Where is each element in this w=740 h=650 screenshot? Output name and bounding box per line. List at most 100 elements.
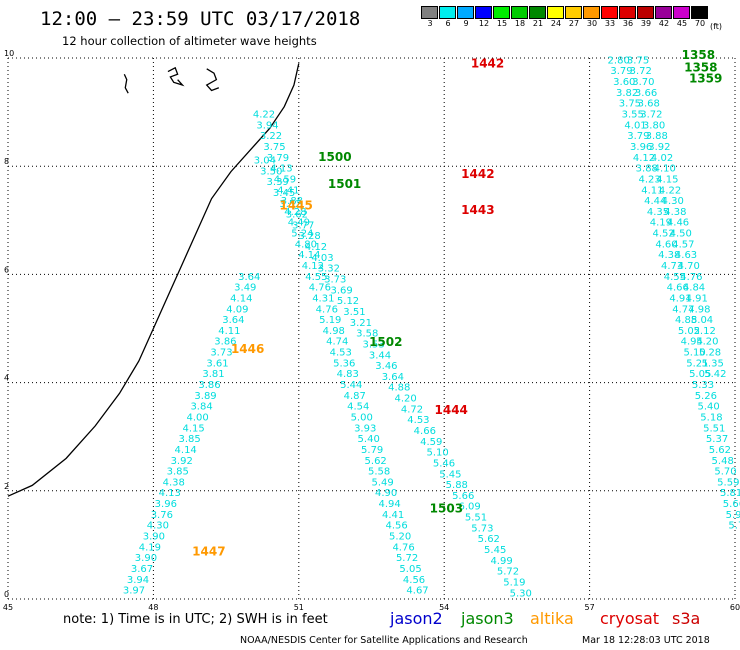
- swh-value: 5.12: [694, 326, 716, 337]
- swh-value: 4.94: [681, 337, 703, 348]
- swh-value: 3.88: [636, 164, 658, 175]
- swh-value: 3.72: [640, 110, 662, 121]
- swh-value: 3.04: [254, 155, 276, 166]
- swh-value: 3.94: [127, 575, 149, 586]
- swh-value: 4.30: [147, 521, 169, 532]
- color-swatch: [583, 6, 600, 19]
- swh-value: 4.76: [392, 542, 414, 553]
- swh-value: 3.28: [299, 231, 321, 242]
- swh-value: 5.18: [700, 412, 722, 423]
- color-swatch: [457, 6, 474, 19]
- color-swatch: [547, 6, 564, 19]
- swh-value: 3.86: [198, 380, 220, 391]
- swh-value: 4.88: [388, 383, 410, 394]
- swh-value: 5.62: [365, 456, 387, 467]
- pass-time-label: 1358: [682, 48, 715, 62]
- swh-value: 5.12: [337, 296, 359, 307]
- swh-value: 5.66: [452, 491, 474, 502]
- color-swatch-label: 21: [532, 19, 544, 28]
- swh-value: 4.22: [253, 110, 275, 121]
- swh-value: 3.21: [350, 318, 372, 329]
- swh-value: 3.88: [281, 196, 303, 207]
- color-swatch: [439, 6, 456, 19]
- color-swatch: [691, 6, 708, 19]
- swh-value: 5.59: [717, 477, 739, 488]
- color-swatch-label: 3: [427, 19, 433, 28]
- swh-value: 3.85: [167, 467, 189, 478]
- legend-s3a: s3a: [672, 609, 701, 628]
- color-swatch-label: 30: [586, 19, 598, 28]
- legend-cryosat: cryosat: [600, 609, 660, 628]
- swh-value: 4.00: [186, 412, 208, 423]
- swh-value: 3.90: [143, 531, 165, 542]
- color-swatch-label: 39: [640, 19, 652, 28]
- color-swatch: [637, 6, 654, 19]
- lon-tick-label: 45: [3, 603, 13, 612]
- footer-timestamp: Mar 18 12:28:03 UTC 2018: [582, 635, 710, 646]
- swh-value: 4.63: [675, 250, 697, 261]
- color-scale-legend: 3 6 9 12 15 18 21 24 27 30 33 36 39 42 45 70: [421, 6, 709, 28]
- pass-labels: 1442 1442 1443 1444 1500 1501 1502 1503 13581358…: [192, 48, 722, 559]
- swh-value: 4.38: [664, 207, 686, 218]
- swh-value: 3.92: [648, 142, 670, 153]
- swh-value: 5.10: [683, 348, 705, 359]
- swh-value: 5.02: [678, 326, 700, 337]
- island-outline: [123, 73, 129, 94]
- pass-time-label: 1359: [689, 71, 722, 85]
- color-scale-labels: 3 6 9 12 15 18 21 24 27 30 33 36 39 42 45 70: [421, 19, 709, 28]
- pass-time-label: 1445: [279, 198, 312, 212]
- swh-value: 4.02: [651, 153, 673, 164]
- swh-value: 5.45: [439, 469, 461, 480]
- swh-value: 4.74: [326, 337, 348, 348]
- swh-value: 4.14: [175, 445, 197, 456]
- swh-value: 4.41: [277, 185, 299, 196]
- lat-tick-label: 4: [4, 374, 9, 383]
- swh-value: 3.44: [369, 350, 391, 361]
- swh-value: 5.79: [361, 445, 383, 456]
- swh-value: 5.51: [703, 423, 725, 434]
- swh-value: 3.62: [286, 210, 308, 221]
- pass-time-label: 1446: [231, 342, 264, 356]
- color-swatch-label: 33: [604, 19, 616, 28]
- swh-value: 5.49: [372, 477, 394, 488]
- swh-value: 4.13: [159, 488, 181, 499]
- map-title: 12:00 — 23:59 UTC 03/17/2018: [40, 8, 361, 30]
- swh-value: 5.30: [510, 588, 532, 599]
- swh-value: 4.23: [638, 174, 660, 185]
- swh-tracks: 3.973.943.673.904.193.904.303.763.964.13…: [123, 55, 740, 599]
- swh-value: 4.30: [662, 196, 684, 207]
- legend-jason3: jason3: [461, 609, 514, 628]
- color-swatch: [565, 6, 582, 19]
- swh-value: 5.62: [709, 445, 731, 456]
- swh-value: 3.92: [171, 456, 193, 467]
- swh-value: 5.05: [689, 369, 711, 380]
- swh-value: 4.13: [270, 164, 292, 175]
- color-swatch-label: 70: [694, 19, 706, 28]
- swh-value: 5.40: [698, 402, 720, 413]
- swh-value: 3.79: [267, 153, 289, 164]
- pass-time-label: 1502: [369, 335, 402, 349]
- swh-value: 4.12: [305, 242, 327, 253]
- pass-time-label: 1447: [192, 545, 225, 559]
- swh-value: 4.98: [688, 304, 710, 315]
- swh-value: 4.12: [633, 153, 655, 164]
- legend-altika: altika: [530, 609, 574, 628]
- swh-value: 4.49: [288, 218, 310, 229]
- color-swatch: [655, 6, 672, 19]
- lat-tick-label: 8: [4, 157, 9, 166]
- swh-value: 4.67: [406, 586, 428, 597]
- swh-value: 4.76: [309, 283, 331, 294]
- pass-time-label: 1444: [435, 403, 468, 417]
- swh-value: 5.44: [340, 380, 362, 391]
- swh-value: 4.11: [218, 326, 240, 337]
- swh-value: 3.75: [627, 55, 649, 66]
- swh-value: 4.38: [163, 477, 185, 488]
- lon-tick-label: 57: [585, 603, 595, 612]
- swh-value: 4.91: [686, 293, 708, 304]
- swh-value: 5.92: [726, 510, 740, 521]
- swh-value: 5.21: [686, 358, 708, 369]
- swh-value: 3.45: [273, 188, 295, 199]
- color-swatch-label: 24: [550, 19, 562, 28]
- swh-value: 5.28: [699, 348, 721, 359]
- swh-value: 3.51: [343, 307, 365, 318]
